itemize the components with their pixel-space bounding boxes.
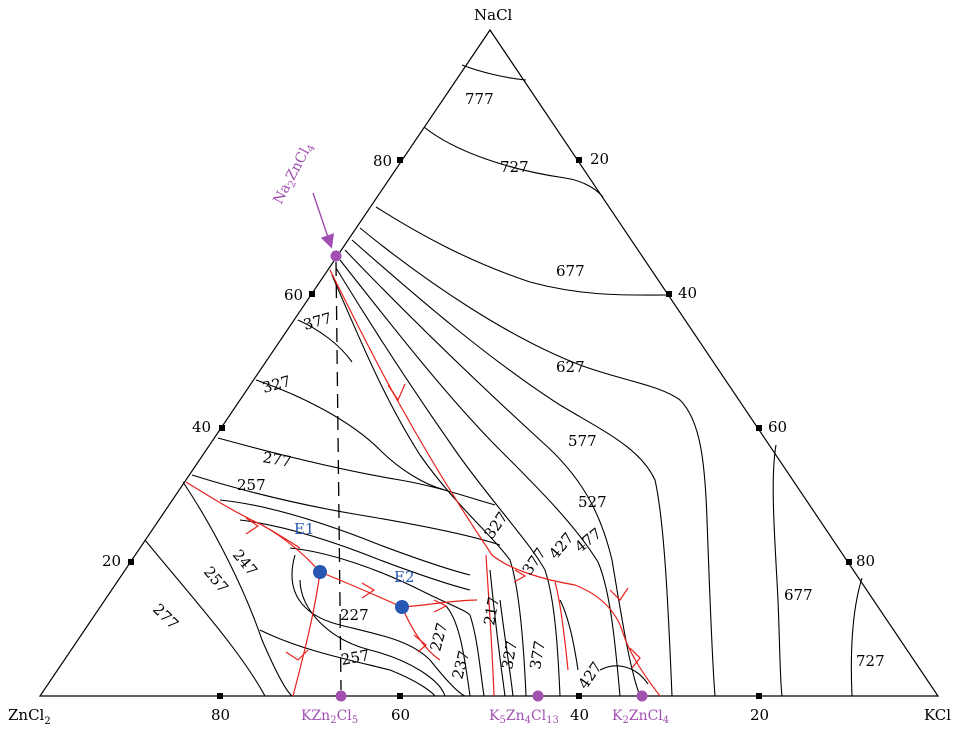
vertex-label-nacl: NaCl [474,6,513,24]
isotherm-label: 257 [340,646,371,669]
isotherm-label: 727 [500,158,529,176]
isotherm-label: 377 [301,309,333,334]
isotherm-label: 227 [340,606,369,624]
isotherm-label: 777 [465,90,494,108]
tick-right-40: 40 [678,284,697,302]
isotherm-label: 427 [575,659,606,693]
isotherm-label: 377 [519,545,550,579]
compound-points [330,250,648,702]
isotherm-label: 627 [556,358,585,376]
compound-label-k5zn4cl13: K5Zn4Cl13 [489,708,559,726]
eutectic-point-e1 [313,565,327,579]
eutectic-point-e2 [395,600,409,614]
tick-bottom-40: 40 [570,706,589,724]
compound-label-k2zncl4: K2ZnCl4 [612,708,669,726]
isotherm-label: 677 [784,586,813,604]
isotherm-labels: 777 727 677 627 577 527 477 427 377 327 … [149,90,884,692]
vertex-label-kcl: KCl [924,706,951,724]
isotherm-label: 427 [545,529,577,563]
isotherm-label: 277 [261,448,292,471]
tick-bottom-60: 60 [391,706,410,724]
isotherm-label: 527 [578,493,607,511]
isotherm-label: 377 [526,639,549,670]
eutectic-label-e2: E2 [394,568,415,586]
compound-label-kzn2cl5: KZn2Cl5 [301,708,358,726]
tick-left-40: 40 [192,418,211,436]
eutectic-label-e1: E1 [294,520,315,538]
tick-left-20: 20 [102,552,121,570]
tick-bottom-20: 20 [750,706,769,724]
isotherm-label: 677 [556,262,585,280]
compound-label-na2zncl4: Na2ZnCl4 [270,140,317,208]
dashed-join-line [335,261,342,691]
isotherm-label: 257 [237,476,266,494]
isotherm-label: 277 [149,600,182,633]
isotherm-label: 327 [498,639,521,670]
isotherm-label: 327 [481,509,512,543]
isotherm-label: 237 [448,649,473,681]
triangle-outline [38,28,940,697]
vertex-label-zncl2: ZnCl2 [8,706,51,727]
isotherm-label: 327 [260,372,292,397]
tick-left-60: 60 [284,286,303,304]
tick-right-80: 80 [856,552,875,570]
tick-right-20: 20 [590,150,609,168]
isotherm-label: 727 [856,652,885,670]
tick-marks [128,157,852,699]
isotherm-label: 577 [568,432,597,450]
isotherm-label: 247 [229,546,261,580]
isotherm-label: 227 [426,621,451,653]
tick-left-80: 80 [373,152,392,170]
isotherm-label: 257 [200,563,232,597]
compound-arrow [312,192,335,249]
isotherm-label: 217 [480,595,503,626]
tick-bottom-80: 80 [211,706,230,724]
tick-right-60: 60 [768,418,787,436]
